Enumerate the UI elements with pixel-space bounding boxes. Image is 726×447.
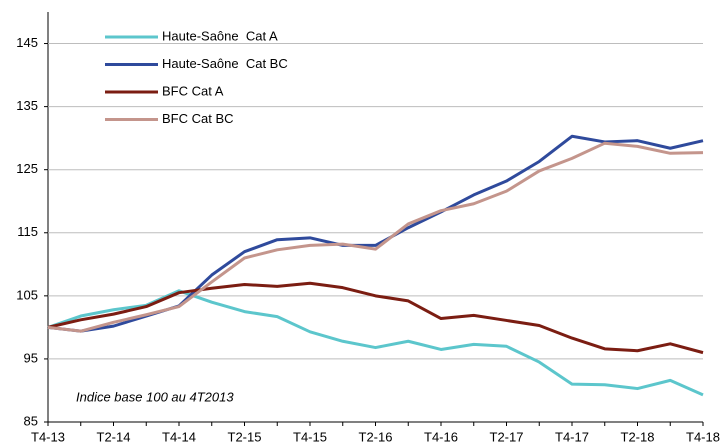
- y-tick-label: 115: [17, 224, 38, 239]
- y-tick-label: 85: [24, 413, 38, 428]
- x-tick-label: T2-16: [359, 429, 393, 444]
- y-tick-label: 105: [16, 287, 38, 302]
- x-tick-label: T4-17: [555, 429, 589, 444]
- legend-label: BFC Cat BC: [162, 111, 234, 126]
- y-tick-label: 125: [16, 161, 38, 176]
- series-line: [47, 281, 704, 355]
- series-line: [47, 141, 704, 333]
- legend-label: BFC Cat A: [162, 83, 224, 98]
- x-tick-label: T4-13: [31, 429, 65, 444]
- x-tick-label: T4-16: [424, 429, 458, 444]
- x-tick-label: T2-17: [490, 429, 524, 444]
- x-tick-label: T2-15: [228, 429, 262, 444]
- legend-label: Haute-Saône Cat A: [162, 28, 278, 43]
- x-tick-label: T4-15: [293, 429, 327, 444]
- y-tick-label: 95: [24, 350, 38, 365]
- annotation: Indice base 100 au 4T2013: [76, 389, 234, 404]
- x-tick-label: T2-14: [97, 429, 131, 444]
- series-line: [47, 134, 704, 333]
- x-tick-label: T4-14: [162, 429, 196, 444]
- y-tick-label: 145: [16, 35, 38, 50]
- legend-label: Haute-Saône Cat BC: [162, 56, 288, 71]
- x-tick-label: T2-18: [621, 429, 655, 444]
- y-tick-label: 135: [16, 98, 38, 113]
- x-tick-label: T4-18: [686, 429, 720, 444]
